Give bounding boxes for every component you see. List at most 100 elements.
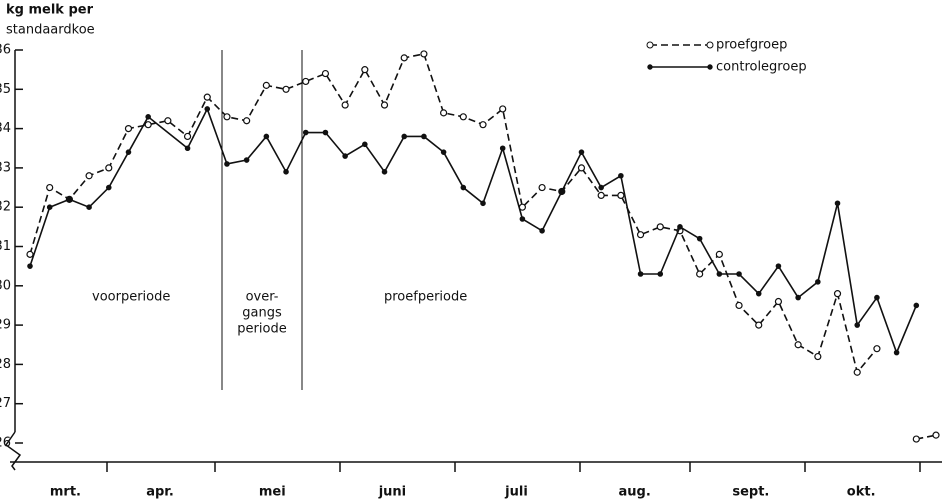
y-axis-label: kg melk per <box>6 3 94 18</box>
y-tick-label: 34 <box>0 121 11 136</box>
data-point <box>66 196 73 203</box>
y-tick-label: 36 <box>0 43 11 58</box>
data-point <box>696 235 703 242</box>
period-label: gangs <box>242 306 282 321</box>
data-point <box>105 184 112 191</box>
data-point <box>696 270 704 278</box>
data-point <box>912 435 920 443</box>
data-point <box>362 141 368 148</box>
y-tick-label: 26 <box>0 436 11 451</box>
data-point <box>86 204 92 211</box>
data-point <box>736 271 742 277</box>
y-tick-label: 35 <box>0 82 11 97</box>
x-tick-label: mrt. <box>50 485 81 500</box>
x-tick-label: juni <box>378 485 406 500</box>
data-point <box>755 290 762 297</box>
data-point <box>26 250 34 258</box>
series-line <box>29 106 918 355</box>
data-point <box>657 271 664 277</box>
data-point <box>715 250 723 258</box>
legend-label: controlegroep <box>716 60 807 75</box>
y-tick-label: 29 <box>0 318 11 333</box>
data-point <box>597 191 605 200</box>
x-tick-label: apr. <box>146 485 174 500</box>
data-point <box>656 223 664 231</box>
legend-marker <box>707 64 713 70</box>
data-point <box>440 149 447 155</box>
period-label: over- <box>246 290 279 305</box>
data-point <box>85 172 93 180</box>
data-point <box>341 101 349 109</box>
data-point <box>815 279 821 285</box>
data-point <box>46 183 54 192</box>
data-point <box>755 321 763 329</box>
y-tick-label: 28 <box>0 357 11 372</box>
data-point <box>144 121 152 129</box>
data-point <box>459 113 467 121</box>
data-point <box>775 263 782 269</box>
data-point <box>874 294 880 301</box>
x-tick-label: sept. <box>732 485 769 500</box>
data-point <box>262 81 270 89</box>
data-point <box>263 133 270 140</box>
data-point <box>716 271 723 277</box>
y-axis-label: standaardkoe <box>6 23 95 38</box>
data-point <box>618 172 624 179</box>
legend-marker <box>706 41 714 49</box>
y-tick-label: 32 <box>0 200 11 215</box>
data-point <box>479 121 487 129</box>
data-point <box>577 164 586 172</box>
data-point <box>637 271 644 277</box>
data-point <box>322 129 329 136</box>
data-point <box>401 133 408 140</box>
data-point <box>420 50 428 58</box>
data-point <box>833 290 842 298</box>
data-point <box>558 188 565 195</box>
y-tick-label: 31 <box>0 239 11 254</box>
legend-label: proefgroep <box>716 38 787 53</box>
data-point <box>932 431 940 439</box>
data-point <box>361 66 369 74</box>
data-point <box>636 231 645 239</box>
data-point <box>460 184 467 191</box>
data-point <box>223 113 231 121</box>
data-point <box>380 101 389 109</box>
period-label: voorperiode <box>92 290 170 305</box>
data-point <box>105 164 113 172</box>
data-point <box>814 352 822 361</box>
data-point <box>400 54 408 62</box>
data-point <box>499 105 507 113</box>
data-point <box>342 153 348 159</box>
data-point <box>282 85 290 93</box>
data-point <box>854 322 861 328</box>
data-point <box>204 106 211 112</box>
data-point <box>539 227 545 234</box>
data-point <box>873 345 881 353</box>
y-tick-label: 30 <box>0 278 11 293</box>
data-point <box>853 368 861 376</box>
y-tick-label: 27 <box>0 396 11 411</box>
legend-marker <box>647 64 653 70</box>
data-point <box>302 129 309 136</box>
data-point <box>124 125 133 133</box>
period-label: proefperiode <box>384 290 467 305</box>
data-point <box>421 133 427 140</box>
data-point <box>519 216 526 222</box>
legend-marker <box>646 41 654 49</box>
data-point <box>795 294 801 301</box>
data-point <box>243 117 251 125</box>
x-tick-label: juli <box>504 485 528 500</box>
data-point <box>283 169 289 175</box>
data-point <box>617 191 625 200</box>
data-point <box>381 169 388 175</box>
data-point <box>164 117 172 125</box>
data-point <box>834 200 841 207</box>
data-point <box>125 149 132 155</box>
data-point <box>735 301 743 310</box>
data-point <box>183 132 192 141</box>
data-point <box>913 302 920 309</box>
series-line <box>29 53 878 374</box>
x-tick-label: mei <box>259 485 286 500</box>
data-point <box>27 263 33 269</box>
